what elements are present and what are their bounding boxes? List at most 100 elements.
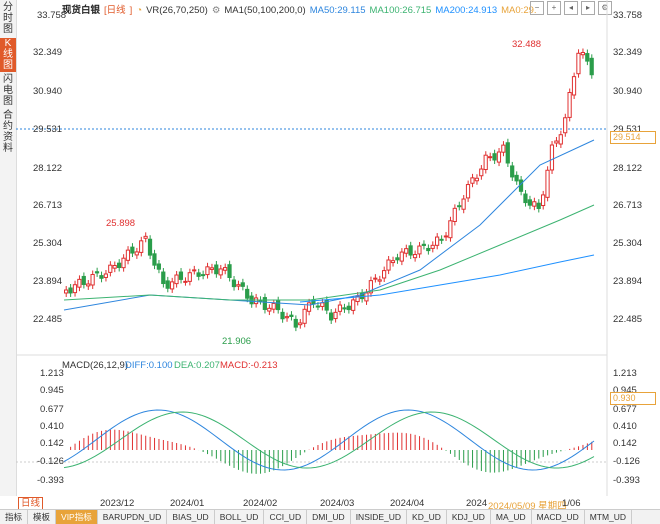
macd-label: -0.393 [613,475,640,486]
gear-icon[interactable]: ⚙ [211,5,221,16]
candle [262,297,267,310]
candle [554,140,559,144]
tab-inside[interactable]: INSIDE_UD [351,510,408,524]
settings-icon[interactable]: ⚙ [598,1,612,15]
candle [240,282,245,287]
plus-icon[interactable]: + [547,1,561,15]
tab-boll[interactable]: BOLL_UD [215,510,265,524]
ma50-line [63,139,595,311]
candle [298,322,303,326]
period-label: 日线 [106,5,126,16]
candle [178,271,184,280]
tab-vip-indicator[interactable]: VIP指标 [56,510,98,524]
tab-contract-info[interactable]: 合约资料 [0,110,16,156]
candle [527,199,532,206]
candle [355,295,360,303]
tab-ma[interactable]: MA_UD [491,510,532,524]
candle [377,279,382,282]
candle [452,207,457,222]
candle [86,283,91,287]
candle [395,257,400,261]
macd-diff-line [63,409,595,471]
minus-icon[interactable]: − [530,1,544,15]
candle [443,235,449,238]
tab-barupdn[interactable]: BARUPDN_UD [98,510,168,524]
candle [532,201,537,207]
time-label: 2024/01 [170,498,205,509]
candle [245,288,250,299]
candle [209,267,214,270]
tab-flash[interactable]: 闪电图 [0,74,16,108]
tab-bias[interactable]: BIAS_UD [167,510,215,524]
macd-label: 0.410 [613,421,637,432]
lock-icon[interactable]: ◔ [136,5,143,16]
candle [320,302,325,307]
candle [280,311,285,320]
macd-title: MACD(26,12,9) [62,360,128,371]
candle [359,292,365,300]
candle [77,278,82,288]
candle [293,318,298,328]
macd-left-label: 0.410 [40,421,64,432]
candle [421,243,426,246]
tab-cci[interactable]: CCI_UD [264,510,308,524]
candle [227,264,232,278]
left-price-label: 30.940 [33,86,63,97]
tab-mtm[interactable]: MTM_UD [585,510,633,524]
candle [404,248,409,254]
candle [488,156,493,159]
candle [147,238,153,256]
time-label: 2024/02 [243,498,278,509]
macd-left-label: -0.393 [37,475,64,486]
tab-kdj[interactable]: KDJ_UD [447,510,491,524]
candle [143,235,148,239]
tab-kd[interactable]: KD_UD [407,510,447,524]
candle [439,238,444,241]
macd-left-label: -0.126 [37,456,64,467]
candle [236,284,241,287]
candle [231,279,237,288]
left-price-label: 33.758 [37,10,67,21]
tab-template[interactable]: 模板 [28,510,57,524]
time-label: 2023/12 [100,498,135,509]
candle [170,281,175,290]
price-label: 32.349 [613,47,643,58]
candle [174,274,179,285]
candle [205,266,210,276]
candle [253,297,259,305]
prev-icon[interactable]: ◂ [564,1,578,15]
tab-intraday[interactable]: 分时图 [0,2,16,36]
candle [461,198,466,210]
candle [417,245,422,255]
candle [289,314,294,317]
tab-kline[interactable]: K线图 [0,38,16,72]
candle [465,184,471,199]
next-icon[interactable]: ▸ [581,1,595,15]
candle [271,302,276,310]
candle [276,300,281,311]
candle [558,134,563,145]
left-price-label: 28.122 [33,163,63,174]
tab-dmi[interactable]: DMI_UD [307,510,351,524]
candle [589,57,594,76]
candle [134,251,139,256]
candle [549,144,555,171]
tab-kline-label: K线图 [3,38,13,71]
tab-indicator[interactable]: 指标 [0,510,29,524]
price-label: 30.940 [613,86,643,97]
candle [576,52,581,75]
candle [448,220,453,239]
candle [81,275,86,285]
tab-macd[interactable]: MACD_UD [532,510,585,524]
candle [187,272,192,282]
ma50-label: MA50:29.115 [309,5,366,16]
left-price-label: 26.713 [33,200,63,211]
macd-dea: DEA:0.207 [174,360,220,371]
sidebar: 分时图 K线图 闪电图 合约资料 [0,0,17,496]
candle [103,273,108,278]
macd-label: 1.213 [613,368,637,379]
candle [580,52,585,56]
candle [435,236,440,246]
candle [563,117,568,134]
